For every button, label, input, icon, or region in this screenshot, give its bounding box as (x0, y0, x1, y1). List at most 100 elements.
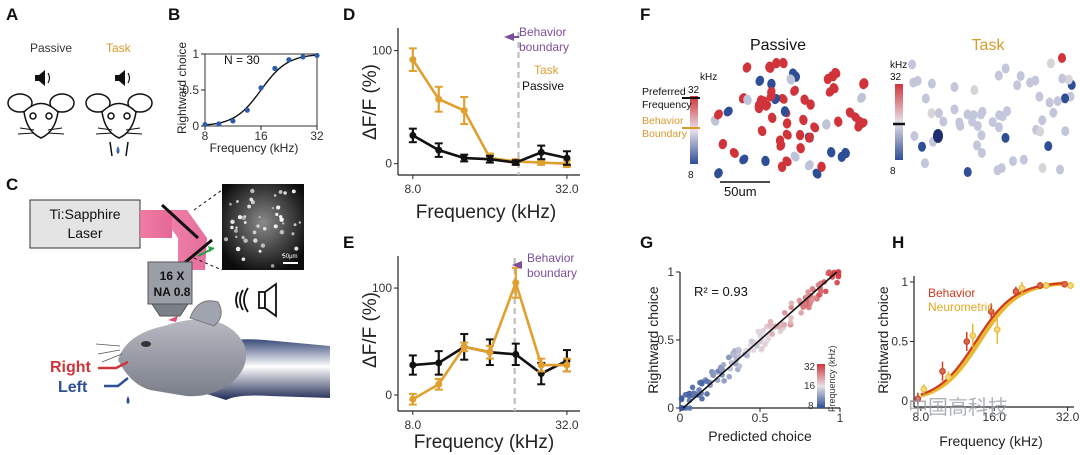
task-cell (1058, 73, 1067, 84)
chart-g-point (744, 352, 750, 359)
chart-g-point (767, 322, 773, 328)
objective-label-1: 16 X (160, 269, 185, 283)
passive-cell (826, 147, 836, 158)
chart-e-xlabel: Frequency (kHz) (414, 432, 554, 453)
panel-a: Passive Task (7, 41, 153, 157)
colorbar-unit-2: kHz (890, 60, 907, 71)
fov-cell (247, 204, 251, 209)
chart-e: 8.0 32.0 0 100 (372, 256, 580, 432)
chart-h: 8.0 16.0 32.0 0 0.5 1 (891, 275, 1079, 424)
fov-cell (235, 226, 238, 229)
task-cell (970, 85, 979, 96)
passive-cell (795, 129, 805, 141)
chart-e-task-point (486, 348, 494, 356)
fov-cell (273, 194, 277, 197)
passive-cell (778, 94, 788, 104)
preferred-frequency-label-1: Preferred (642, 86, 686, 98)
chart-g-point (796, 297, 803, 304)
y-tick-label: 0.5 (657, 333, 674, 347)
fov-cell (235, 235, 238, 238)
chart-d-passive-point (435, 146, 443, 154)
panel-g: 0 0.5 1 0 0.5 1 Predicted choice Rightward ch… (645, 265, 844, 444)
panel-d: 8.0 32.0 0 100 Frequency (kHz) ΔF/F (%) Beh… (360, 25, 580, 223)
fov-cell (230, 219, 235, 225)
panel-letter-a: A (6, 5, 18, 24)
chart-h-behavior-point (914, 395, 922, 402)
task-cell (1013, 80, 1022, 91)
y-tick-label: 0.5 (891, 335, 908, 349)
mouse-task-icon (85, 93, 153, 157)
chart-g-colorbar-tick-16: 16 (804, 381, 816, 392)
y-tick-label: 100 (372, 281, 392, 295)
chart-h-legend-behavior: Behavior (928, 286, 975, 300)
task-cell (1001, 132, 1010, 143)
passive-cell (757, 125, 767, 137)
mouse-passive-icon (7, 93, 75, 139)
fov-cell (279, 229, 285, 235)
chart-d-task-point (409, 56, 417, 64)
task-cell (1035, 91, 1044, 102)
chart-d-task-point (537, 159, 545, 167)
panel-letters: A B C D E F G H (6, 5, 904, 252)
y-tick-label: 0 (385, 157, 392, 171)
chart-b-ylabel: Rightward choice (175, 42, 189, 134)
chart-h-behavior-point (1061, 281, 1068, 288)
chart-d-boundary-arrow (504, 33, 514, 41)
passive-cell (723, 106, 733, 117)
passive-cell (804, 160, 814, 171)
chart-b-point (244, 107, 250, 113)
task-cell (950, 104, 959, 115)
chart-g-point (805, 289, 811, 295)
y-tick-label: 0 (901, 394, 908, 408)
colorbar-2 (895, 84, 903, 160)
fov-cell (283, 191, 287, 195)
x-tick-label: 16.0 (983, 410, 1007, 424)
x-tick-label: 32.0 (1056, 410, 1080, 424)
chart-g-point (735, 346, 742, 353)
chart-g-point (699, 395, 705, 402)
chart-g-point (720, 361, 727, 368)
chart-b: 8 16 32 0 0.5 1 (182, 47, 324, 143)
fov-cell (234, 228, 238, 233)
panel-f: Passive Task kHz 32 8 Preferred Frequenc… (642, 37, 1076, 199)
task-cell (920, 158, 929, 169)
chart-d-boundary-label-1: Behavior (519, 25, 566, 39)
fov-cell (241, 257, 246, 261)
fov-cell (262, 227, 267, 231)
chart-g-ylabel: Rightward choice (645, 286, 661, 394)
right-label: Right (50, 359, 92, 376)
chart-h-neurometric-point (920, 385, 928, 393)
chart-g-annotation: R² = 0.93 (694, 284, 748, 299)
speaker-icon (115, 70, 131, 86)
passive-cell (834, 116, 843, 127)
chart-h-legend-neurometric: Neurometric (928, 300, 993, 314)
chart-g-point (822, 288, 829, 295)
task-cell (1049, 107, 1058, 118)
chart-g-point (721, 378, 727, 384)
x-tick-label: 16 (254, 129, 268, 143)
chart-g-point (735, 351, 742, 357)
chart-g-point (809, 286, 816, 292)
task-cell (1038, 162, 1047, 173)
passive-cell (780, 106, 790, 117)
chart-g-point (726, 373, 733, 380)
chart-g-point (686, 392, 693, 399)
passive-cell (823, 73, 833, 85)
fov-cell (243, 238, 248, 243)
chart-g-xlabel: Predicted choice (708, 428, 812, 444)
watermark: 中国高科技 (908, 396, 1008, 419)
panel-c: Ti:Sapphire Laser 16 X NA 0.8 50μm Right… (29, 184, 330, 404)
task-cell (976, 109, 985, 120)
fov-cell (291, 232, 295, 236)
chart-e-task-point (409, 395, 417, 403)
chart-h-behavior-point (963, 338, 971, 345)
behavior-boundary-label-1: Behavior (642, 115, 684, 127)
fov-cell (293, 223, 297, 227)
task-cell (1061, 93, 1070, 104)
passive-cell (805, 132, 814, 143)
chart-d-task-point (460, 107, 468, 115)
left-label: Left (58, 379, 88, 396)
passive-cell (743, 94, 752, 105)
mirror-1 (160, 203, 200, 240)
